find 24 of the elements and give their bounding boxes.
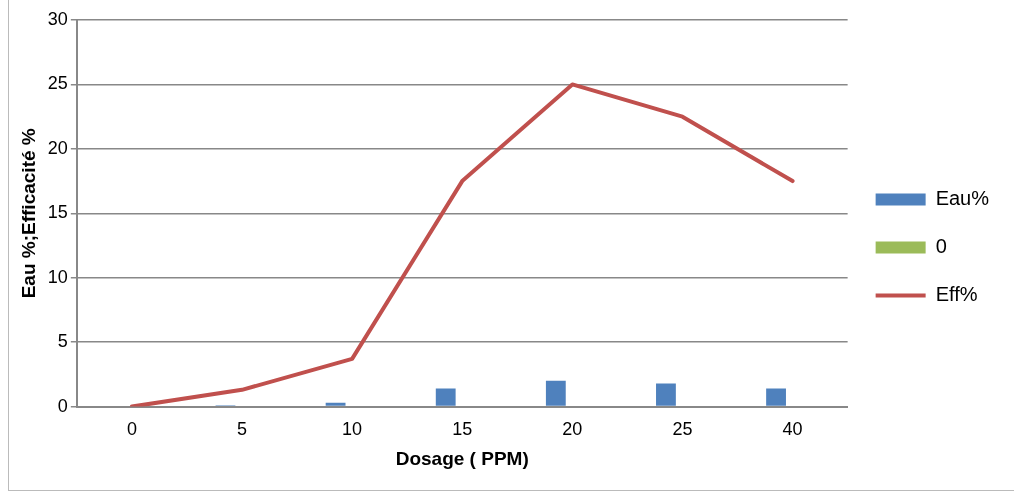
bar <box>435 388 456 406</box>
bar <box>325 402 346 406</box>
x-axis-title: Dosage ( PPM) <box>395 447 529 469</box>
y-axis-title: Eau %;Efficacité % <box>17 128 39 299</box>
x-tick-label: 0 <box>126 419 137 440</box>
x-tick-label: 10 <box>342 419 363 440</box>
bar <box>545 380 566 406</box>
y-tick-label: 10 <box>47 266 68 287</box>
y-tick-label: 5 <box>57 331 68 352</box>
y-tick-label: 0 <box>57 395 68 416</box>
x-tick-label: 5 <box>236 419 247 440</box>
bar <box>766 388 786 406</box>
y-tick-label: 20 <box>47 137 68 158</box>
bar <box>656 383 676 406</box>
legend-label: 0 <box>935 235 947 258</box>
x-tick-label: 20 <box>562 419 583 440</box>
y-tick-label: 15 <box>47 202 68 223</box>
legend-label: Eff% <box>935 283 978 306</box>
legend-label: Eau% <box>935 187 990 210</box>
y-tick-label: 25 <box>47 73 68 94</box>
x-tick-label: 40 <box>782 419 803 440</box>
x-tick-label: 15 <box>452 419 473 440</box>
x-tick-label: 25 <box>672 419 693 440</box>
y-tick-label: 30 <box>47 8 68 29</box>
